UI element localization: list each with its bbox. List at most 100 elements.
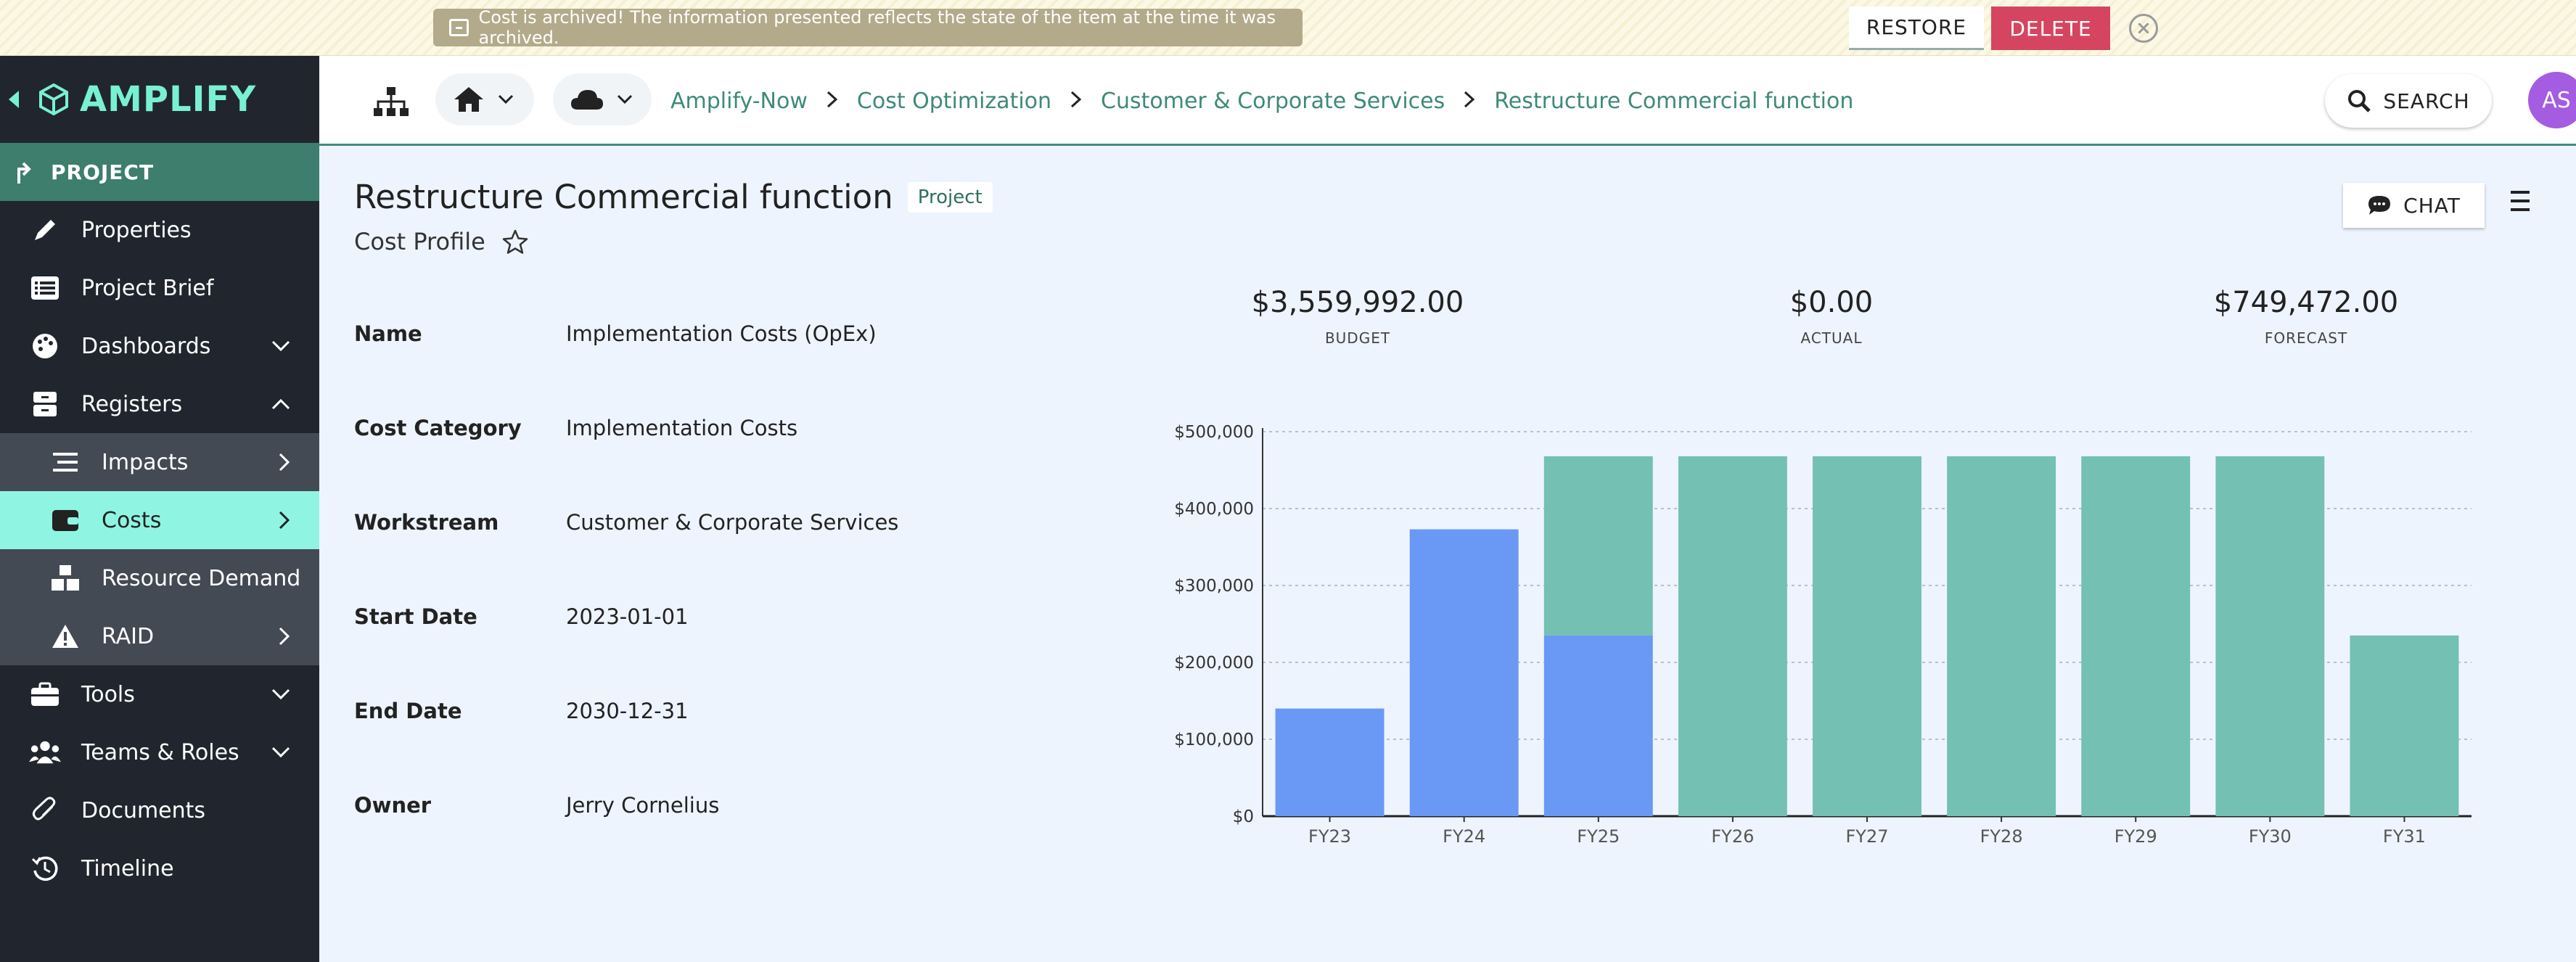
collapse-sidebar-icon[interactable]: [9, 91, 19, 108]
x-tick-label: FY31: [2383, 826, 2426, 847]
x-tick-label: FY25: [1577, 826, 1620, 847]
bar-fy23-series-1: [1275, 708, 1385, 816]
restore-button[interactable]: RESTORE: [1849, 7, 1984, 50]
sidebar-item-tools[interactable]: Tools: [0, 665, 319, 723]
logo-text: AMPLIFY: [80, 79, 257, 120]
boxes-icon: [49, 562, 81, 594]
page-title: Restructure Commercial function: [354, 178, 893, 216]
sidebar-item-resource-demand[interactable]: Resource Demand: [0, 549, 319, 607]
archive-icon: [29, 388, 61, 420]
kpi-label: ACTUAL: [1800, 329, 1863, 347]
bar-fy30-series-2: [2215, 456, 2325, 816]
sidebar-item-label: Tools: [81, 681, 135, 707]
bar-fy25-series-1: [1543, 635, 1653, 816]
kpi-forecast: $749,472.00 FORECAST: [2161, 286, 2451, 347]
chevron-right-icon: [1070, 89, 1082, 114]
sidebar-item-label: RAID: [102, 623, 155, 649]
chat-button[interactable]: CHAT: [2343, 183, 2485, 228]
chevron-down-icon: [271, 723, 290, 781]
field-value: Implementation Costs: [566, 416, 798, 440]
cost-profile-chart: $0 $100,000 $200,000 $300,000 $400,000 $500,0…: [1174, 423, 2472, 847]
field-start-date: Start Date 2023-01-01: [354, 599, 689, 635]
field-label: Owner: [354, 793, 432, 818]
sidebar-item-teams-roles[interactable]: Teams & Roles: [0, 723, 319, 781]
sidebar-item-label: Resource Demand: [102, 565, 301, 591]
chevron-down-icon: [271, 665, 290, 723]
chevron-down-icon: [271, 317, 290, 375]
cube-logo-icon: [39, 83, 68, 116]
close-banner-icon[interactable]: ×: [2129, 14, 2158, 43]
chevron-right-icon: [279, 607, 290, 665]
x-tick-label: FY30: [2249, 826, 2292, 847]
sidebar-item-label: Costs: [102, 507, 162, 533]
sidebar-item-timeline[interactable]: Timeline: [0, 839, 319, 897]
chat-label: CHAT: [2403, 193, 2461, 218]
breadcrumb-current[interactable]: Restructure Commercial function: [1494, 88, 1854, 114]
x-tick-label: FY24: [1443, 826, 1485, 847]
history-icon: [29, 852, 61, 884]
sidebar: AMPLIFY PROJECT Properties Project Brief…: [0, 56, 319, 962]
home-icon: [454, 87, 483, 112]
home-dropdown[interactable]: [435, 73, 534, 126]
star-icon[interactable]: [501, 229, 529, 255]
bar-fy25-series-2: [1543, 456, 1653, 636]
logo: AMPLIFY: [36, 79, 256, 120]
project-section-header[interactable]: PROJECT: [0, 143, 319, 201]
field-value: 2030-12-31: [566, 699, 689, 723]
list-icon: [29, 272, 61, 304]
y-tick-label: $100,000: [1174, 731, 1254, 749]
chevron-right-icon: [279, 491, 290, 549]
sidebar-item-properties[interactable]: Properties: [0, 201, 319, 259]
sidebar-item-project-brief[interactable]: Project Brief: [0, 259, 319, 317]
cloud-dropdown[interactable]: [553, 73, 652, 126]
kpi-budget: $3,559,992.00 BUDGET: [1213, 286, 1503, 347]
bar-fy24-series-1: [1409, 529, 1519, 816]
sidebar-item-label: Registers: [81, 391, 183, 417]
field-owner: Owner Jerry Cornelius: [354, 787, 719, 823]
sidebar-item-label: Dashboards: [81, 333, 211, 359]
y-tick-label: $200,000: [1174, 654, 1254, 673]
y-tick-label: $500,000: [1174, 423, 1254, 442]
search-label: SEARCH: [2383, 89, 2470, 113]
field-value: 2023-01-01: [566, 604, 689, 629]
breadcrumb-link[interactable]: Amplify-Now: [670, 88, 808, 114]
avatar[interactable]: AS: [2528, 72, 2576, 128]
breadcrumb-link[interactable]: Cost Optimization: [856, 88, 1052, 114]
sidebar-item-dashboards[interactable]: Dashboards: [0, 317, 319, 375]
org-chart-icon[interactable]: [373, 86, 409, 120]
sidebar-item-raid[interactable]: RAID: [0, 607, 319, 665]
kpi-label: BUDGET: [1324, 329, 1391, 347]
breadcrumb-link[interactable]: Customer & Corporate Services: [1101, 88, 1445, 114]
x-tick-label: FY26: [1711, 826, 1754, 847]
field-label: Cost Category: [354, 416, 522, 440]
bar-fy29-series-2: [2081, 456, 2191, 816]
chevron-right-icon: [1464, 89, 1475, 114]
logo-row: AMPLIFY: [0, 56, 319, 143]
sidebar-item-costs[interactable]: Costs: [0, 491, 319, 549]
toolbox-icon: [29, 678, 61, 710]
sidebar-item-impacts[interactable]: Impacts: [0, 433, 319, 491]
sidebar-item-label: Timeline: [81, 855, 174, 881]
warning-icon: [49, 620, 81, 652]
archive-message: Cost is archived! The information presen…: [433, 7, 1303, 48]
x-tick-label: FY29: [2114, 826, 2157, 847]
delete-button[interactable]: DELETE: [1991, 7, 2110, 50]
x-tick-label: FY23: [1308, 826, 1351, 847]
people-icon: [29, 736, 61, 768]
kpi-value: $3,559,992.00: [1251, 286, 1464, 319]
sidebar-item-documents[interactable]: Documents: [0, 781, 319, 839]
sidebar-item-label: Impacts: [102, 449, 189, 475]
chat-icon: [2368, 196, 2391, 215]
kpi-actual: $0.00 ACTUAL: [1686, 286, 1977, 347]
field-label: Workstream: [354, 510, 499, 535]
search-button[interactable]: SEARCH: [2325, 74, 2492, 128]
sidebar-item-label: Documents: [81, 797, 206, 823]
hamburger-menu-icon[interactable]: [2511, 191, 2530, 211]
bar-fy28-series-2: [1947, 456, 2056, 816]
chevron-right-icon: [826, 89, 838, 114]
sidebar-item-label: Properties: [81, 217, 192, 243]
bar-fy27-series-2: [1813, 456, 1921, 816]
chevron-down-icon: [617, 94, 633, 104]
field-workstream: Workstream Customer & Corporate Services: [354, 504, 898, 540]
sidebar-item-registers[interactable]: Registers: [0, 375, 319, 433]
